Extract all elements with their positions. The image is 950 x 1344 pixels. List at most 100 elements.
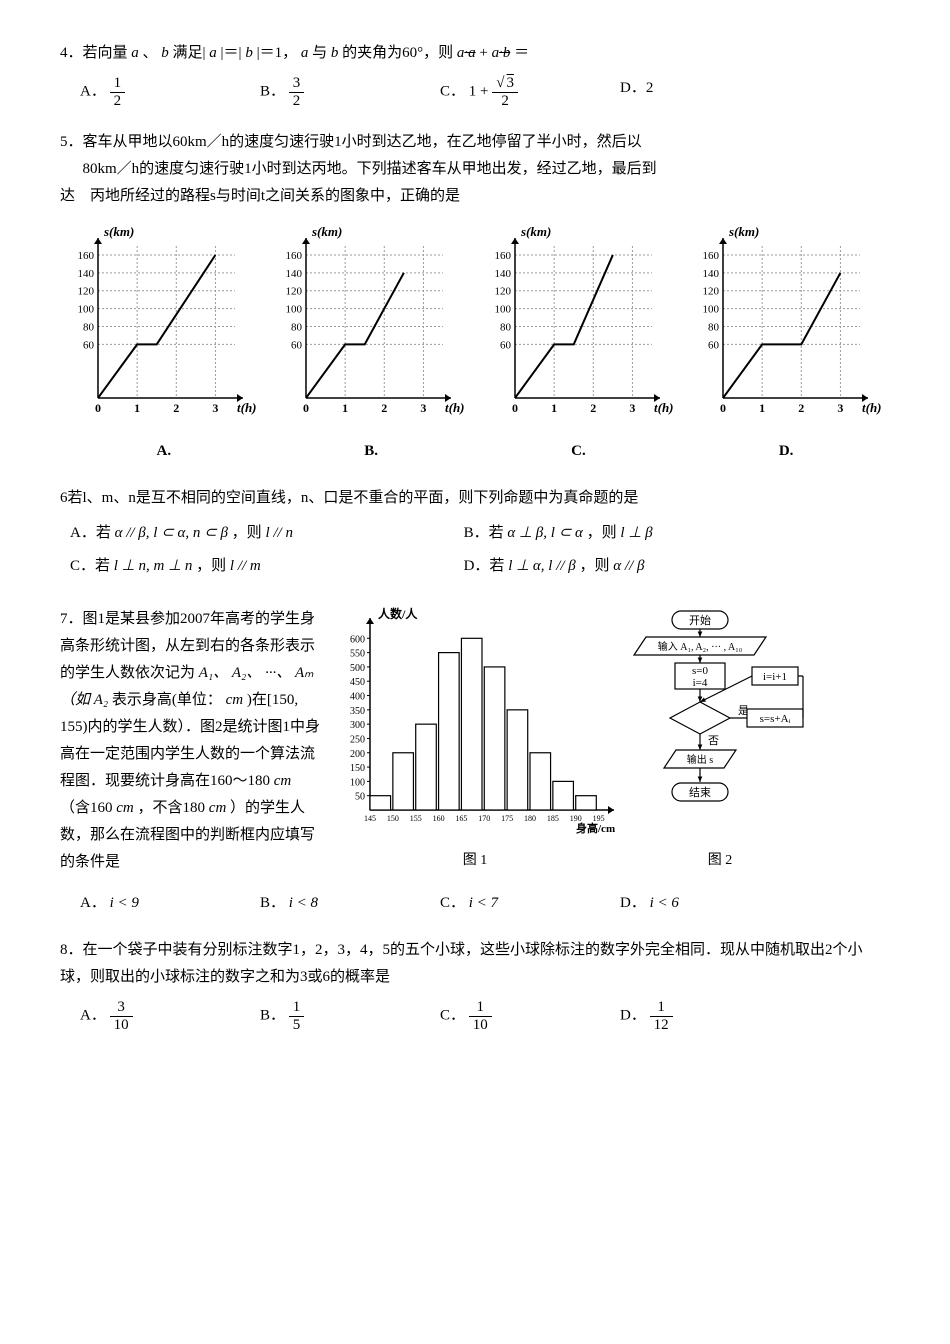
opt-label: B．: [260, 83, 285, 99]
p2d: ，不含180: [138, 800, 206, 816]
svg-text:s(km): s(km): [520, 224, 551, 239]
svg-text:2: 2: [173, 401, 179, 415]
den: 2: [492, 93, 518, 110]
option-b: B． 32: [260, 75, 380, 109]
pre: C．若: [70, 558, 110, 574]
num: 1: [650, 999, 673, 1017]
num: 1: [110, 75, 126, 93]
svg-text:3: 3: [629, 401, 635, 415]
svg-text:2: 2: [382, 401, 388, 415]
q7-figures: 5010015020025030035040045050055060014515…: [330, 606, 820, 873]
q5-chart-labels: A. B. C. D.: [60, 438, 890, 465]
svg-text:140: 140: [702, 268, 719, 280]
svg-text:150: 150: [350, 763, 365, 774]
svg-text:550: 550: [350, 649, 365, 660]
q6-options: A．若 α // β, l ⊂ α, n ⊂ β ，则 l // n B．若 α…: [70, 520, 890, 586]
svg-text:195: 195: [593, 814, 605, 823]
lbl: A．: [80, 1007, 106, 1023]
svg-text:170: 170: [478, 814, 490, 823]
svg-text:1: 1: [551, 401, 557, 415]
var-b: b: [161, 45, 169, 61]
cond: l ⊥ n, m ⊥ n: [114, 558, 193, 574]
svg-text:t(h): t(h): [654, 400, 674, 415]
label-b: B.: [364, 438, 378, 465]
option-b: B． 15: [260, 999, 380, 1033]
q7-options: A． i < 9 B． i < 8 C． i < 7 D． i < 6: [80, 890, 890, 917]
option-c: C． 110: [440, 999, 560, 1033]
svg-text:3: 3: [421, 401, 427, 415]
opt-label: D．2: [620, 80, 653, 96]
var-a: a: [492, 45, 500, 61]
option-d: D．2: [620, 75, 740, 109]
den: 2: [289, 93, 305, 110]
num: √3: [492, 75, 518, 93]
svg-text:100: 100: [286, 304, 303, 316]
svg-text:155: 155: [410, 814, 422, 823]
svg-text:60: 60: [500, 339, 512, 351]
unit: cm: [274, 773, 292, 789]
svg-text:输入 A₁, A₂, ··· , A₁₀: 输入 A₁, A₂, ··· , A₁₀: [658, 640, 743, 653]
expr: i < 6: [650, 895, 679, 911]
svg-text:165: 165: [455, 814, 467, 823]
q5-charts: 60801001201401600123s(km)t(h)60801001201…: [60, 222, 890, 432]
sqrt: 3: [506, 75, 514, 91]
svg-text:100: 100: [494, 304, 511, 316]
q4-options: A． 12 B． 32 C． 1 + √32 D．2: [80, 75, 890, 109]
mid: ，则: [587, 525, 617, 541]
option-a: A．若 α // β, l ⊂ α, n ⊂ β ，则 l // n: [70, 520, 464, 547]
caption-2: 图 2: [620, 848, 820, 873]
svg-text:1: 1: [759, 401, 765, 415]
svg-text:s=0: s=0: [692, 665, 708, 677]
opt-label: C．: [440, 83, 465, 99]
svg-text:身高/cm: 身高/cm: [576, 821, 615, 835]
question-6: 6若l、m、n是互不相同的空间直线，n、口是不重合的平面，则下列命题中为真命题的…: [60, 485, 890, 586]
lbl: C．: [440, 895, 465, 911]
option-d: D． 112: [620, 999, 740, 1033]
svg-text:s=s+Aᵢ: s=s+Aᵢ: [760, 713, 791, 725]
q7-text: 7．图1是某县参加2007年高考的学生身高条形统计图，从左到右的各条形表示的学生…: [60, 606, 330, 876]
opt-label: A．: [80, 83, 106, 99]
svg-text:140: 140: [494, 268, 511, 280]
expr: i < 8: [289, 895, 318, 911]
svg-text:100: 100: [702, 304, 719, 316]
t: 、: [143, 45, 158, 61]
q5-line3: 达 丙地所经过的路程s与时间t之间关系的图象中，正确的是: [60, 183, 890, 210]
q8-stem: 8．在一个袋子中装有分别标注数字1，2，3，4，5的五个小球，这些小球除标注的数…: [60, 937, 890, 991]
label-a: A.: [157, 438, 172, 465]
q7-bar-chart: 5010015020025030035040045050055060014515…: [330, 606, 620, 836]
svg-text:140: 140: [78, 268, 95, 280]
mid: ，则: [196, 558, 226, 574]
q4-stem: 4．若向量 a 、 b 满足| a |＝| b |＝1， a 与 b 的夹角为6…: [60, 40, 890, 67]
t: ＝: [514, 45, 529, 61]
svg-text:0: 0: [512, 401, 518, 415]
den: 5: [289, 1017, 305, 1034]
option-c: C．若 l ⊥ n, m ⊥ n ，则 l // m: [70, 553, 464, 580]
lbl: B．: [260, 895, 285, 911]
num: 1: [469, 999, 492, 1017]
svg-text:0: 0: [303, 401, 309, 415]
mid: ，则: [580, 558, 610, 574]
var-a: a: [301, 45, 309, 61]
t: 与: [312, 45, 327, 61]
svg-text:t(h): t(h): [237, 400, 257, 415]
svg-text:120: 120: [702, 286, 719, 298]
pre: A．若: [70, 525, 111, 541]
caption-1: 图 1: [330, 848, 620, 873]
num: 3: [110, 999, 133, 1017]
svg-text:2: 2: [798, 401, 804, 415]
svg-text:人数/人: 人数/人: [378, 606, 418, 621]
mid: ，则: [232, 525, 262, 541]
unit: cm: [209, 800, 227, 816]
svg-text:160: 160: [494, 250, 511, 262]
svg-text:190: 190: [570, 814, 582, 823]
option-b: B．若 α ⊥ β, l ⊂ α ，则 l ⊥ β: [464, 520, 858, 547]
dot-b: ·b: [499, 45, 510, 61]
flow-figure: 开始输入 A₁, A₂, ··· , A₁₀s=0i=4是s=s+Aᵢi=i+1…: [620, 606, 820, 873]
option-d: D．若 l ⊥ α, l // β ，则 α // β: [464, 553, 858, 580]
t: 满足|: [173, 45, 206, 61]
t: 4．若向量: [60, 45, 128, 61]
svg-text:120: 120: [78, 286, 95, 298]
svg-text:160: 160: [286, 250, 303, 262]
res: l // m: [230, 558, 261, 574]
den: 12: [650, 1017, 673, 1034]
